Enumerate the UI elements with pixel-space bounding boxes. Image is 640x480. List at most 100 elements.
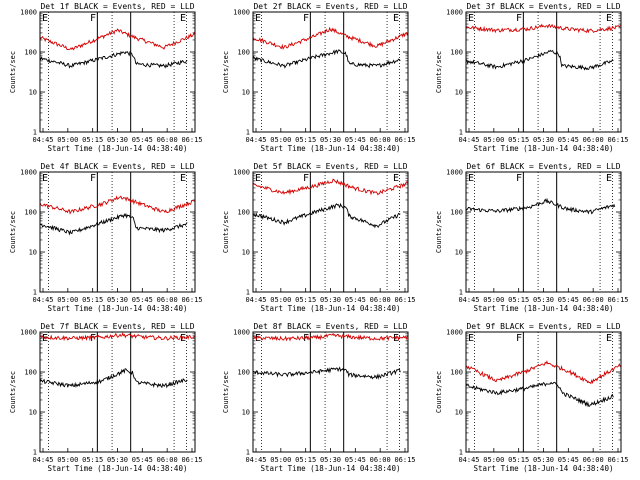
marker-letter: E [468,13,474,24]
x-tick-label: 04:45 [458,136,479,144]
x-tick-label: 05:30 [107,296,128,304]
events-series-line [39,50,188,69]
marker-letter: E [180,173,186,184]
y-tick-label: 1000 [233,9,250,17]
x-tick-label: 05:30 [320,296,341,304]
marker-letter: E [180,13,186,24]
y-axis-label: Counts/sec [9,51,17,93]
y-tick-label: 100 [450,49,463,57]
y-tick-label: 1000 [446,169,463,177]
y-tick-label: 100 [24,369,37,377]
y-tick-label: 1 [246,129,250,137]
detector-panel: Det 4f BLACK = Events, RED = LLD 1 10 100 10… [9,162,203,313]
y-axis-label: Counts/sec [222,51,230,93]
x-tick-label: 06:00 [583,456,604,464]
x-tick-label: 05:00 [483,136,504,144]
marker-letter: F [516,13,522,24]
x-tick-label: 05:00 [57,136,78,144]
plot-frame [39,331,196,453]
lld-series-line [252,178,409,196]
plot-frame [252,171,409,293]
y-axis-label: Counts/sec [9,371,17,413]
panel-title: Det 2f BLACK = Events, RED = LLD [253,2,407,11]
marker-letter: E [255,333,261,344]
y-tick-label: 1 [246,289,250,297]
x-axis-label: Start Time (18-Jun-14 04:38:40) [48,144,188,153]
x-tick-label: 06:15 [394,456,415,464]
marker-letter: F [303,333,309,344]
x-tick-label: 05:30 [533,296,554,304]
panel-title: Det 1f BLACK = Events, RED = LLD [40,2,194,11]
marker-letter: E [42,173,48,184]
panel-title: Det 8f BLACK = Events, RED = LLD [253,322,407,331]
detector-panel: Det 5f BLACK = Events, RED = LLD 1 10 100 10… [222,162,416,313]
y-tick-label: 1000 [20,329,37,337]
panel-title: Det 3f BLACK = Events, RED = LLD [466,2,620,11]
plot-frame [252,331,409,453]
x-tick-label: 05:15 [82,136,103,144]
y-tick-label: 100 [24,49,37,57]
x-tick-label: 05:15 [295,296,316,304]
marker-letter: E [606,333,612,344]
y-axis-label: Counts/sec [9,211,17,253]
y-axis-label: Counts/sec [435,51,443,93]
x-tick-label: 05:15 [82,296,103,304]
panel-title: Det 6f BLACK = Events, RED = LLD [466,162,620,171]
y-tick-label: 10 [29,409,37,417]
y-tick-label: 1 [459,289,463,297]
x-tick-label: 05:45 [558,296,579,304]
x-tick-label: 05:30 [107,456,128,464]
y-tick-label: 100 [237,369,250,377]
x-tick-label: 05:00 [270,296,291,304]
x-tick-label: 05:30 [533,456,554,464]
plot-frame [39,171,196,293]
y-axis-label: Counts/sec [222,211,230,253]
y-tick-label: 10 [242,89,250,97]
y-tick-label: 10 [242,249,250,257]
y-axis-label: Counts/sec [435,211,443,253]
y-tick-label: 10 [29,89,37,97]
lld-series-line [465,23,622,34]
y-tick-label: 100 [24,209,37,217]
events-series-line [39,368,188,389]
x-tick-label: 04:45 [32,136,53,144]
x-tick-label: 04:45 [245,296,266,304]
x-axis-label: Start Time (18-Jun-14 04:38:40) [261,464,401,473]
x-tick-label: 05:00 [483,296,504,304]
x-tick-label: 05:45 [132,456,153,464]
marker-letter: F [90,333,96,344]
x-tick-label: 05:45 [132,136,153,144]
x-tick-label: 05:45 [345,136,366,144]
marker-letter: E [393,173,399,184]
x-tick-label: 04:45 [245,136,266,144]
x-tick-label: 06:15 [394,296,415,304]
detector-panel: Det 1f BLACK = Events, RED = LLD 1 10 100 10… [9,2,203,153]
panel-title: Det 5f BLACK = Events, RED = LLD [253,162,407,171]
x-tick-label: 05:30 [320,136,341,144]
y-tick-label: 1000 [20,9,37,17]
x-tick-label: 06:15 [607,456,628,464]
x-tick-label: 06:15 [394,136,415,144]
y-tick-label: 1000 [233,169,250,177]
y-tick-label: 1000 [446,329,463,337]
marker-letter: F [516,173,522,184]
events-series-line [465,381,614,408]
x-axis-label: Start Time (18-Jun-14 04:38:40) [474,144,614,153]
marker-letter: E [255,173,261,184]
x-tick-label: 05:45 [132,296,153,304]
x-tick-label: 05:45 [558,136,579,144]
y-tick-label: 100 [237,49,250,57]
detector-panel: Det 9f BLACK = Events, RED = LLD 1 10 100 10… [435,322,629,473]
y-tick-label: 1 [33,289,37,297]
marker-letter: F [90,173,96,184]
x-tick-label: 06:00 [583,296,604,304]
x-tick-label: 04:45 [458,456,479,464]
x-tick-label: 05:15 [508,456,529,464]
x-tick-label: 06:00 [370,296,391,304]
marker-letter: E [255,13,261,24]
x-axis-label: Start Time (18-Jun-14 04:38:40) [474,304,614,313]
lld-series-line [252,332,409,342]
x-tick-label: 05:00 [57,296,78,304]
events-series-line [39,212,188,236]
